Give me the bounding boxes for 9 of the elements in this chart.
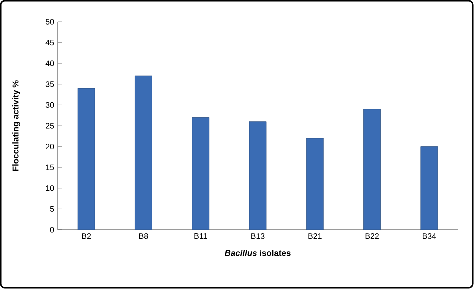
bar <box>249 122 267 230</box>
bar <box>420 146 438 230</box>
bar <box>192 117 210 230</box>
bar <box>306 138 324 230</box>
bar <box>135 76 152 230</box>
bar <box>78 88 96 230</box>
x-axis-title: Bacillus isolates <box>224 250 291 256</box>
bar <box>364 109 381 230</box>
y-axis-title: Flocculating activity % <box>12 80 20 172</box>
